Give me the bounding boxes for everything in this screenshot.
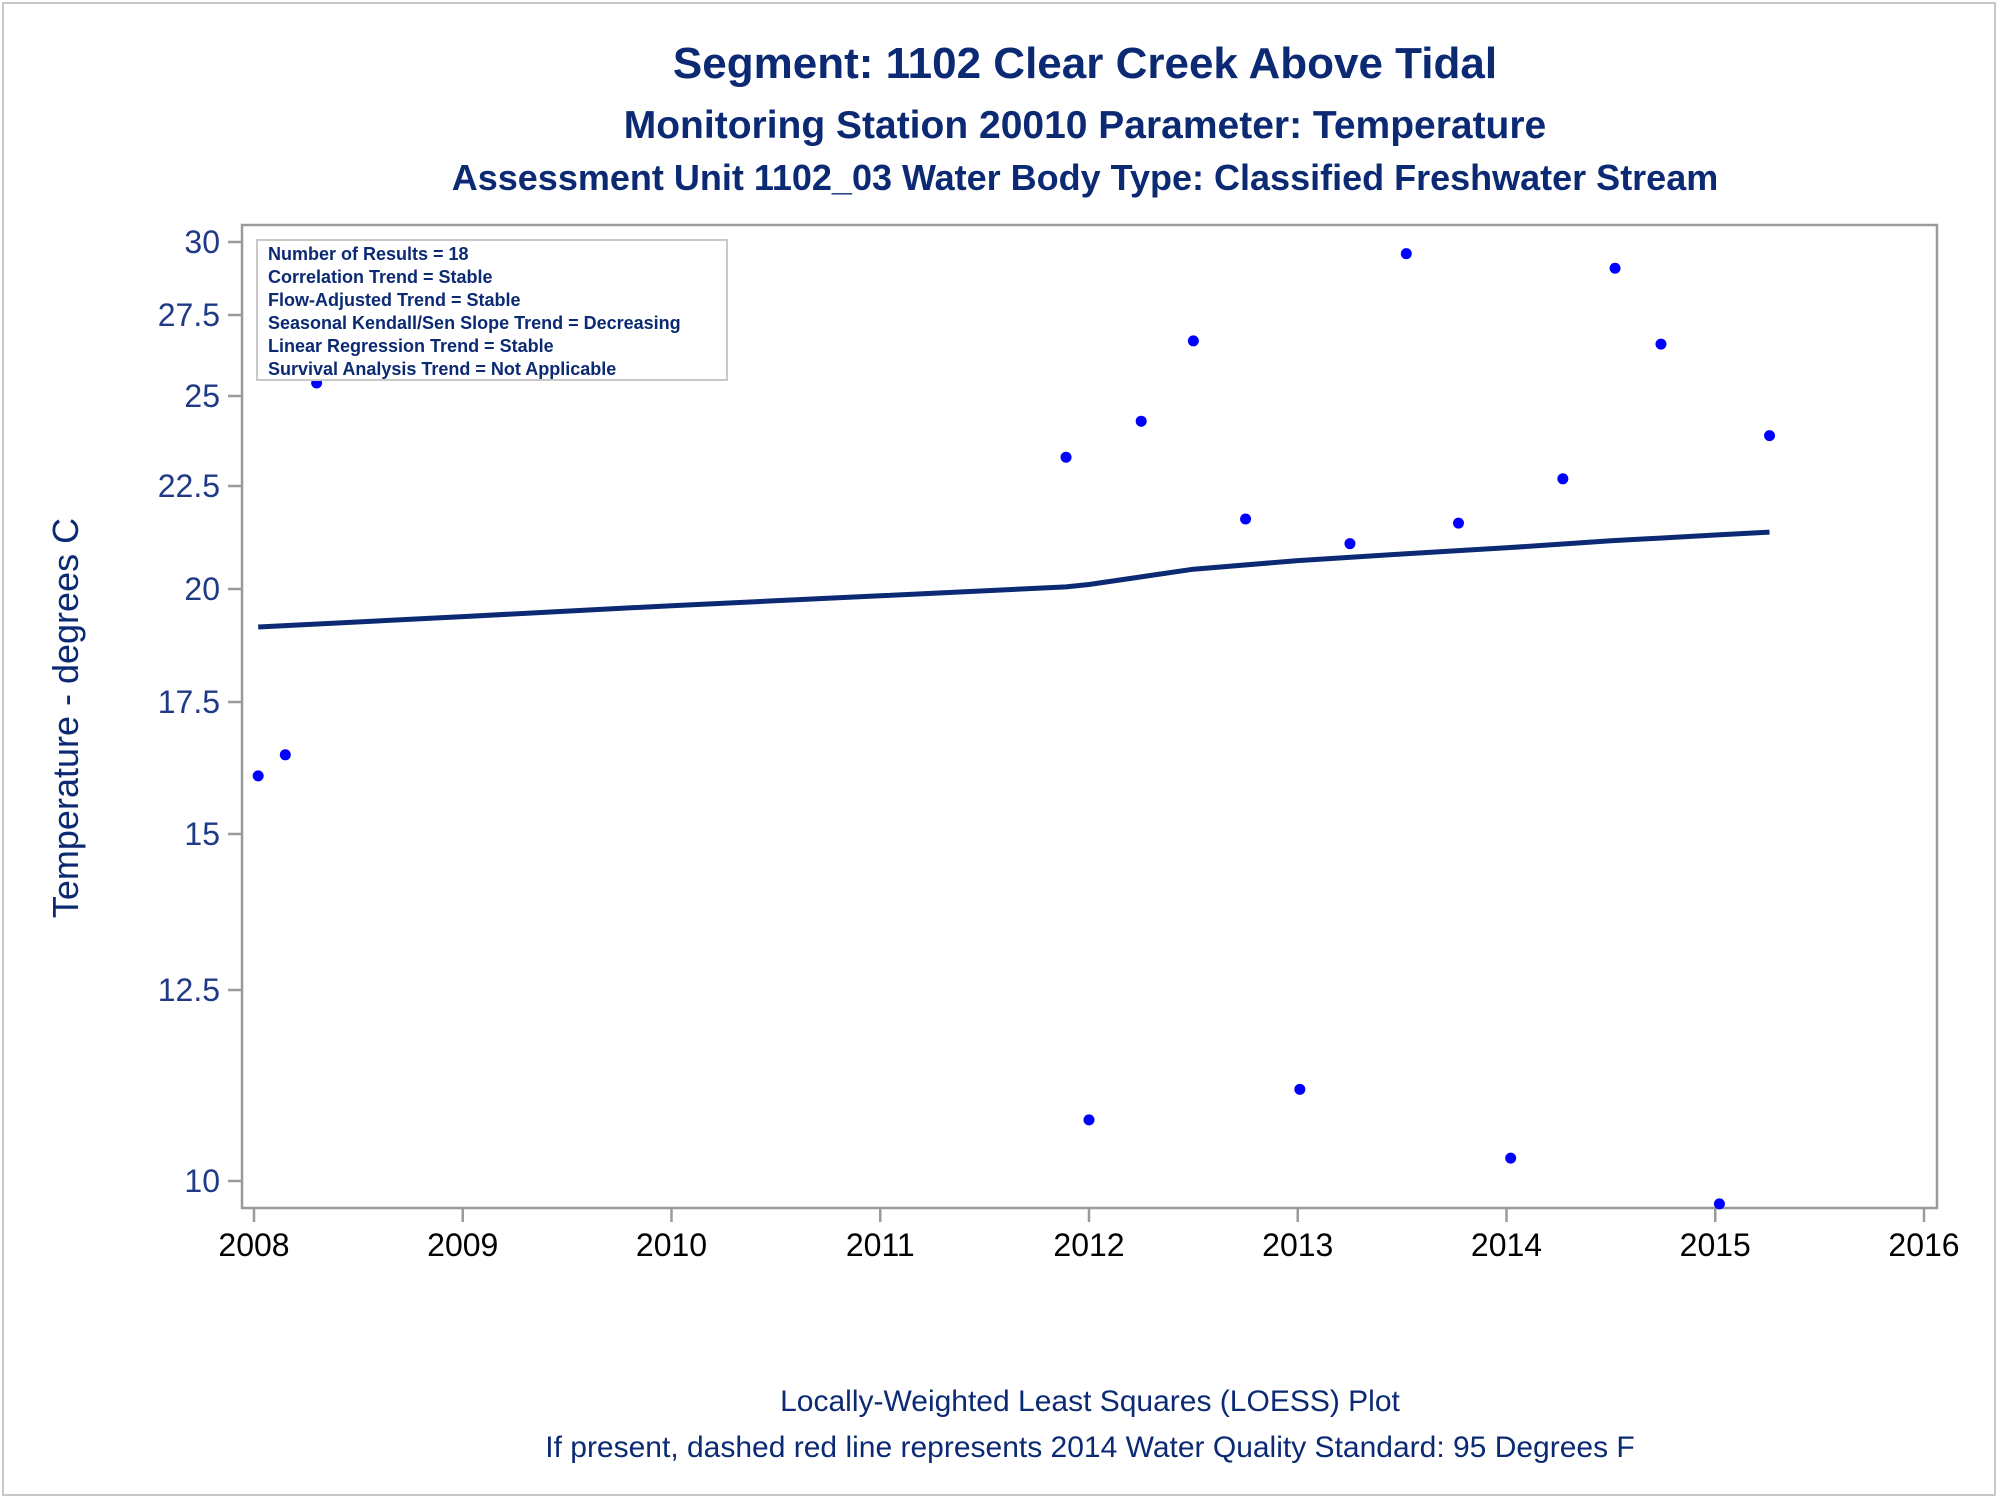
chart-title: Segment: 1102 Clear Creek Above Tidal [673, 39, 1497, 88]
y-axis: 10 12.5 15 17.5 20 22.5 25 27.5 30 [158, 224, 242, 1199]
y-tick-label-3: 17.5 [158, 684, 220, 720]
footnote-standard: If present, dashed red line represents 2… [545, 1431, 1635, 1464]
data-point-6 [1187, 335, 1199, 347]
data-point-9 [1344, 538, 1356, 550]
data-point-8 [1294, 1083, 1306, 1095]
inset-linear-regression-trend: Linear Regression Trend = Stable [268, 336, 554, 356]
y-tick-label-5: 22.5 [158, 468, 220, 504]
x-tick-label-2: 2010 [636, 1227, 707, 1263]
inset-correlation-trend: Correlation Trend = Stable [268, 267, 493, 287]
x-tick-label-4: 2012 [1053, 1227, 1124, 1263]
data-point-3 [1060, 451, 1072, 463]
data-point-5 [1135, 415, 1147, 427]
y-tick-label-8: 30 [184, 224, 220, 260]
x-axis: 2008 2009 2010 2011 2012 2013 2014 2015 2016 [218, 1208, 1960, 1263]
data-point-1 [279, 749, 291, 761]
y-tick-label-7: 27.5 [158, 297, 220, 333]
y-tick-label-2: 15 [184, 816, 220, 852]
x-tick-label-3: 2011 [846, 1227, 915, 1263]
data-point-12 [1505, 1152, 1517, 1164]
y-tick-label-0: 10 [184, 1163, 220, 1199]
x-tick-label-7: 2015 [1680, 1227, 1751, 1263]
chart-subtitle-station: Monitoring Station 20010 Parameter: Temp… [624, 104, 1547, 147]
x-tick-label-6: 2014 [1471, 1227, 1542, 1263]
data-point-13 [1557, 473, 1569, 485]
data-point-15 [1655, 338, 1667, 350]
data-point-14 [1609, 262, 1621, 274]
inset-survival-analysis-trend: Survival Analysis Trend = Not Applicable [268, 359, 616, 379]
data-point-0 [252, 770, 264, 782]
footnote-loess: Locally-Weighted Least Squares (LOESS) P… [780, 1385, 1400, 1418]
data-point-11 [1452, 517, 1464, 529]
stats-inset-box [256, 239, 728, 381]
x-tick-label-1: 2009 [427, 1227, 498, 1263]
y-tick-label-1: 12.5 [158, 972, 220, 1008]
plot-area [240, 223, 1939, 1210]
data-point-7 [1240, 513, 1252, 525]
inset-seasonal-kendall-trend: Seasonal Kendall/Sen Slope Trend = Decre… [268, 313, 681, 333]
inset-number-of-results: Number of Results = 18 [268, 244, 469, 264]
data-point-17 [1764, 430, 1776, 442]
chart-subtitle-assessment: Assessment Unit 1102_03 Water Body Type:… [452, 157, 1719, 198]
x-tick-label-0: 2008 [218, 1227, 289, 1263]
data-point-10 [1400, 248, 1412, 260]
y-axis-label: Temperature - degrees C [45, 518, 86, 918]
x-tick-label-8: 2016 [1888, 1227, 1959, 1263]
stats-inset: Number of Results = 18 Correlation Trend… [256, 239, 728, 381]
data-point-16 [1713, 1198, 1725, 1210]
loess-line [258, 529, 1770, 630]
y-tick-label-6: 25 [184, 378, 220, 414]
y-tick-label-4: 20 [184, 571, 220, 607]
x-tick-label-5: 2013 [1262, 1227, 1333, 1263]
data-point-4 [1083, 1114, 1095, 1126]
inset-flow-adjusted-trend: Flow-Adjusted Trend = Stable [268, 290, 521, 310]
loess-line-layer [258, 529, 1770, 630]
